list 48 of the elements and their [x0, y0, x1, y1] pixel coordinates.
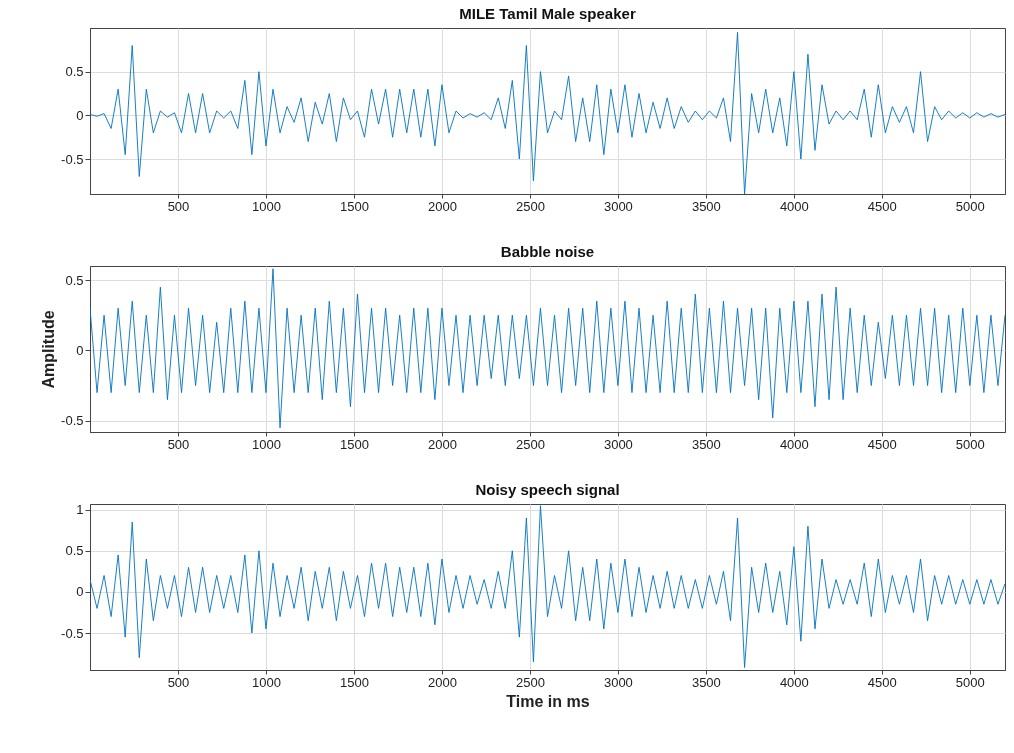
x-tick-label: 4500 — [867, 436, 897, 452]
x-tick-label: 4000 — [779, 436, 809, 452]
x-tick-label: 3500 — [691, 674, 721, 690]
x-tick-label: 1500 — [339, 198, 369, 214]
x-tick-label: 500 — [167, 674, 190, 690]
x-tick-label: 3500 — [691, 436, 721, 452]
chart-title: Babble noise — [500, 243, 595, 260]
x-tick-label: 4500 — [867, 198, 897, 214]
y-tick-label: -0.5 — [61, 625, 84, 641]
x-tick-label: 1500 — [339, 674, 369, 690]
line-series — [90, 268, 1005, 429]
y-tick-label: 1 — [76, 502, 84, 518]
x-tick-label: 5000 — [955, 198, 985, 214]
y-tick-label: 0.5 — [65, 64, 84, 80]
line-series — [90, 505, 1005, 668]
x-tick-label: 2500 — [515, 674, 545, 690]
x-axis-title: Time in ms — [506, 692, 590, 710]
x-tick-label: 5000 — [955, 674, 985, 690]
y-tick-label: 0.5 — [65, 543, 84, 559]
y-tick-label: 0 — [76, 342, 84, 358]
x-tick-label: 1000 — [252, 436, 281, 452]
x-tick-label: 500 — [167, 436, 190, 452]
x-tick-label: 4500 — [867, 674, 897, 690]
y-axis-title: Amplitude — [40, 310, 58, 389]
y-tick-label: 0 — [76, 107, 84, 123]
x-tick-label: 5000 — [955, 436, 985, 452]
y-tick-label: 0.5 — [65, 272, 84, 288]
x-tick-label: 4000 — [779, 198, 809, 214]
x-tick-label: 2500 — [515, 436, 545, 452]
x-tick-label: 4000 — [779, 674, 809, 690]
x-tick-label: 2500 — [515, 198, 545, 214]
chart-title: Noisy speech signal — [475, 480, 620, 498]
x-tick-label: 3000 — [603, 198, 633, 214]
y-tick-label: -0.5 — [61, 413, 84, 429]
x-tick-label: 2000 — [427, 198, 457, 214]
x-tick-label: 2000 — [427, 436, 457, 452]
x-tick-label: 1500 — [339, 436, 369, 452]
chart-title: MILE Tamil Male speaker — [459, 5, 636, 22]
x-tick-label: 1000 — [252, 674, 281, 690]
y-tick-label: 0 — [76, 584, 84, 600]
x-tick-label: 3000 — [603, 436, 633, 452]
x-tick-label: 2000 — [427, 674, 457, 690]
y-tick-label: -0.5 — [61, 151, 84, 167]
x-tick-label: 3000 — [603, 674, 633, 690]
x-tick-label: 500 — [167, 198, 190, 214]
x-tick-label: 3500 — [691, 198, 721, 214]
line-series — [90, 31, 1005, 194]
x-tick-label: 1000 — [252, 198, 281, 214]
